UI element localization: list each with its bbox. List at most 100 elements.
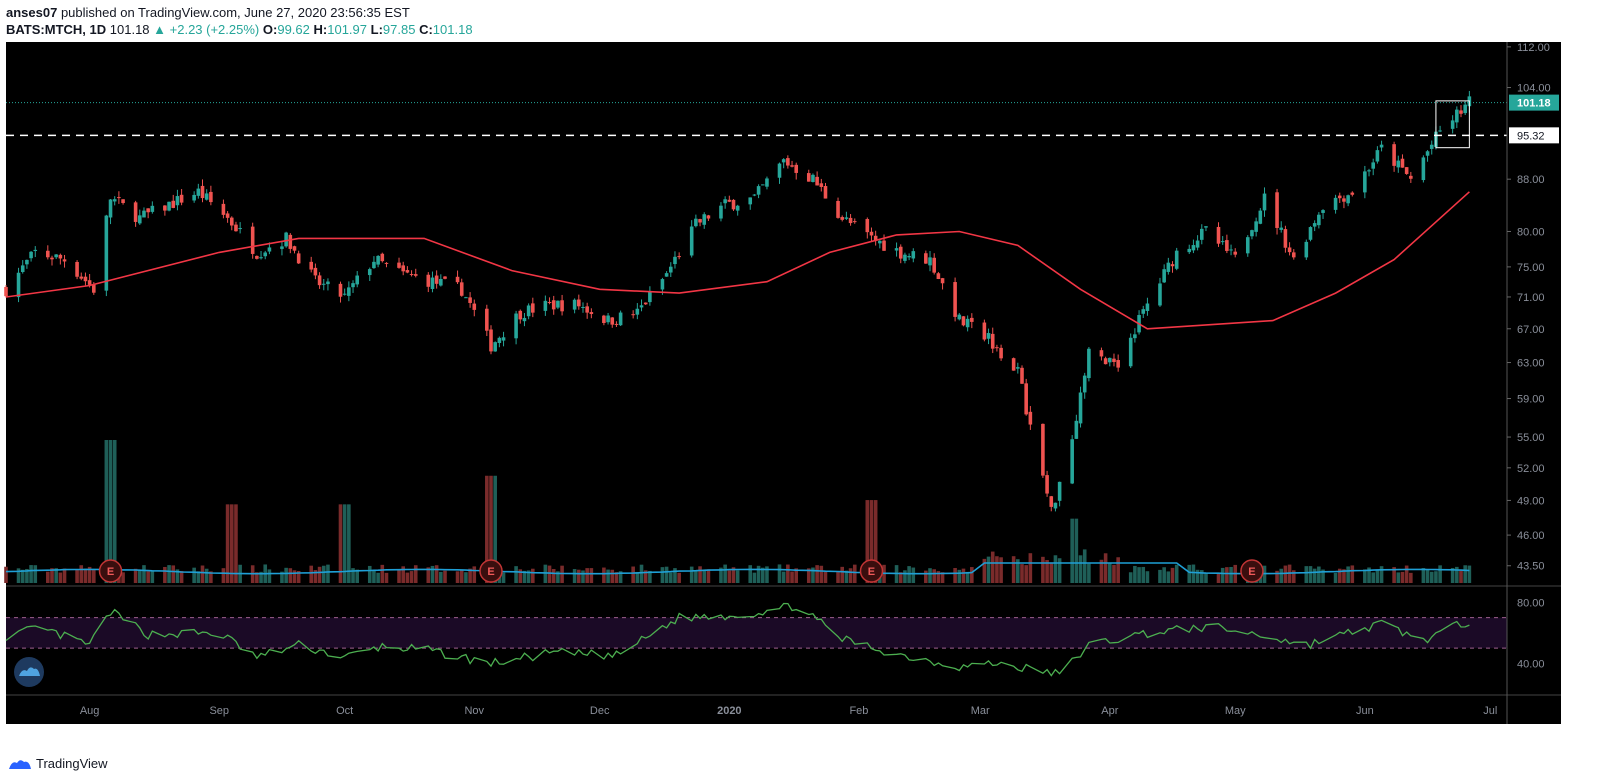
candle-body [1078,392,1083,424]
candle-body [288,234,293,249]
candle-body [171,200,176,208]
volume-bar [928,568,932,583]
volume-bar [16,568,21,583]
volume-bar [995,556,999,583]
candle-body [1170,264,1175,267]
volume-bar [221,568,226,583]
tradingview-footer[interactable]: TradingView [8,756,108,771]
volume-bar [443,570,447,583]
earnings-marker-icon [859,559,884,583]
volume-bar [142,565,146,583]
candle-body [1250,230,1254,237]
candle-body [932,257,936,273]
candle-body [1367,170,1371,172]
candle-body [1204,226,1208,228]
candle-body [409,274,414,276]
candle-body [121,199,125,204]
volume-bar [1467,565,1472,583]
footer-brand: TradingView [36,756,108,771]
candle-body [33,249,38,252]
candle-body [355,275,360,285]
volume-bar [852,564,857,583]
y-tick-label: 67.00 [1517,324,1545,336]
candle-body [347,287,351,296]
candle-body [790,165,794,167]
volume-bar [108,440,113,583]
volume-bar [1170,567,1175,583]
candle-body [1187,248,1192,253]
candle-body [794,164,799,173]
volume-bar [1199,570,1204,583]
volume-bar [1082,549,1087,583]
candle-body [1371,162,1376,169]
candle-body [62,259,67,262]
volume-bar [1216,572,1221,583]
candle-body [376,255,380,265]
volume-bar [1195,569,1200,583]
x-tick-label: Feb [849,705,868,717]
volume-bar [765,566,769,583]
volume-bar [1363,569,1367,583]
volume-bar [493,475,497,583]
candle-body [46,250,50,258]
volume-bar [309,565,314,583]
candle-body [405,270,410,273]
candle-body [1199,228,1204,240]
author-name[interactable]: anses07 [6,5,58,20]
volume-bar [614,572,619,583]
earnings-marker-icon [479,559,503,583]
volume-bar [957,569,962,583]
volume-bar [668,572,673,583]
volume-bar [1133,565,1137,583]
volume-bar [455,571,460,583]
volume-bar [1392,567,1396,583]
candle-body [911,251,916,259]
volume-bar [777,564,782,583]
volume-bar [167,565,171,583]
candle-body [702,214,707,225]
candle-body [309,261,314,270]
volume-bar [171,565,176,583]
candle-body [585,306,589,313]
candle-body [338,283,343,297]
candle-body [255,255,259,259]
candle-body [1363,171,1367,193]
volume-bar [4,566,8,583]
candle-body [1028,411,1033,425]
volume-bar [259,571,263,583]
volume-bar [961,568,966,583]
volume-bar [1078,555,1083,583]
candle-body [1174,250,1179,269]
candle-body [1421,157,1426,181]
volume-bar [660,567,665,583]
candle-body [79,276,84,279]
chart-canvas[interactable]: E E E E 112.00 104.00 88.00 80.00 75.00 71.00 67.… [0,0,1616,752]
candle-body [167,201,171,211]
ohlc-line: BATS:MTCH, 1D 101.18 ▲ +2.23 (+2.25%) O:… [6,21,473,38]
candle-body [986,333,991,339]
volume-bar [953,568,957,583]
volume-bar [79,565,84,583]
candle-body [760,184,765,186]
candle-body [133,202,138,222]
volume-bar [786,564,790,583]
candle-body [1024,383,1028,415]
volume-bar [313,570,318,583]
candle-body [112,199,117,202]
volume-bar [1024,565,1028,583]
candle-body [1191,245,1196,251]
y-tick-label: 43.50 [1517,561,1545,573]
candle-body [1220,241,1225,243]
volume-bar [1371,572,1376,583]
rsi-line [5,602,1470,677]
candle-body [225,213,230,218]
volume-bar [409,571,414,583]
volume-bar [723,564,727,583]
volume-bar [577,569,581,583]
volume-bar [848,568,853,583]
y-tick-label: 71.00 [1517,292,1545,304]
candle-body [455,276,460,283]
candle-body [380,253,385,262]
volume-bar [439,571,443,583]
candle-body [296,253,301,264]
